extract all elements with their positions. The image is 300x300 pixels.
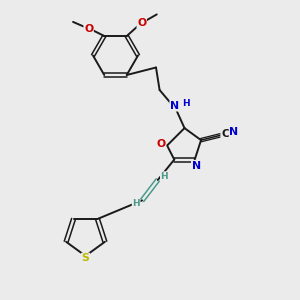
Text: N: N (230, 127, 238, 137)
Text: N: N (170, 101, 179, 111)
Text: O: O (84, 23, 93, 34)
Text: N: N (192, 160, 201, 171)
Text: H: H (132, 200, 140, 208)
Text: O: O (157, 139, 166, 149)
Text: H: H (160, 172, 168, 181)
Text: O: O (137, 18, 146, 28)
Text: C: C (221, 128, 229, 139)
Text: H: H (182, 99, 190, 108)
Text: S: S (82, 253, 89, 263)
